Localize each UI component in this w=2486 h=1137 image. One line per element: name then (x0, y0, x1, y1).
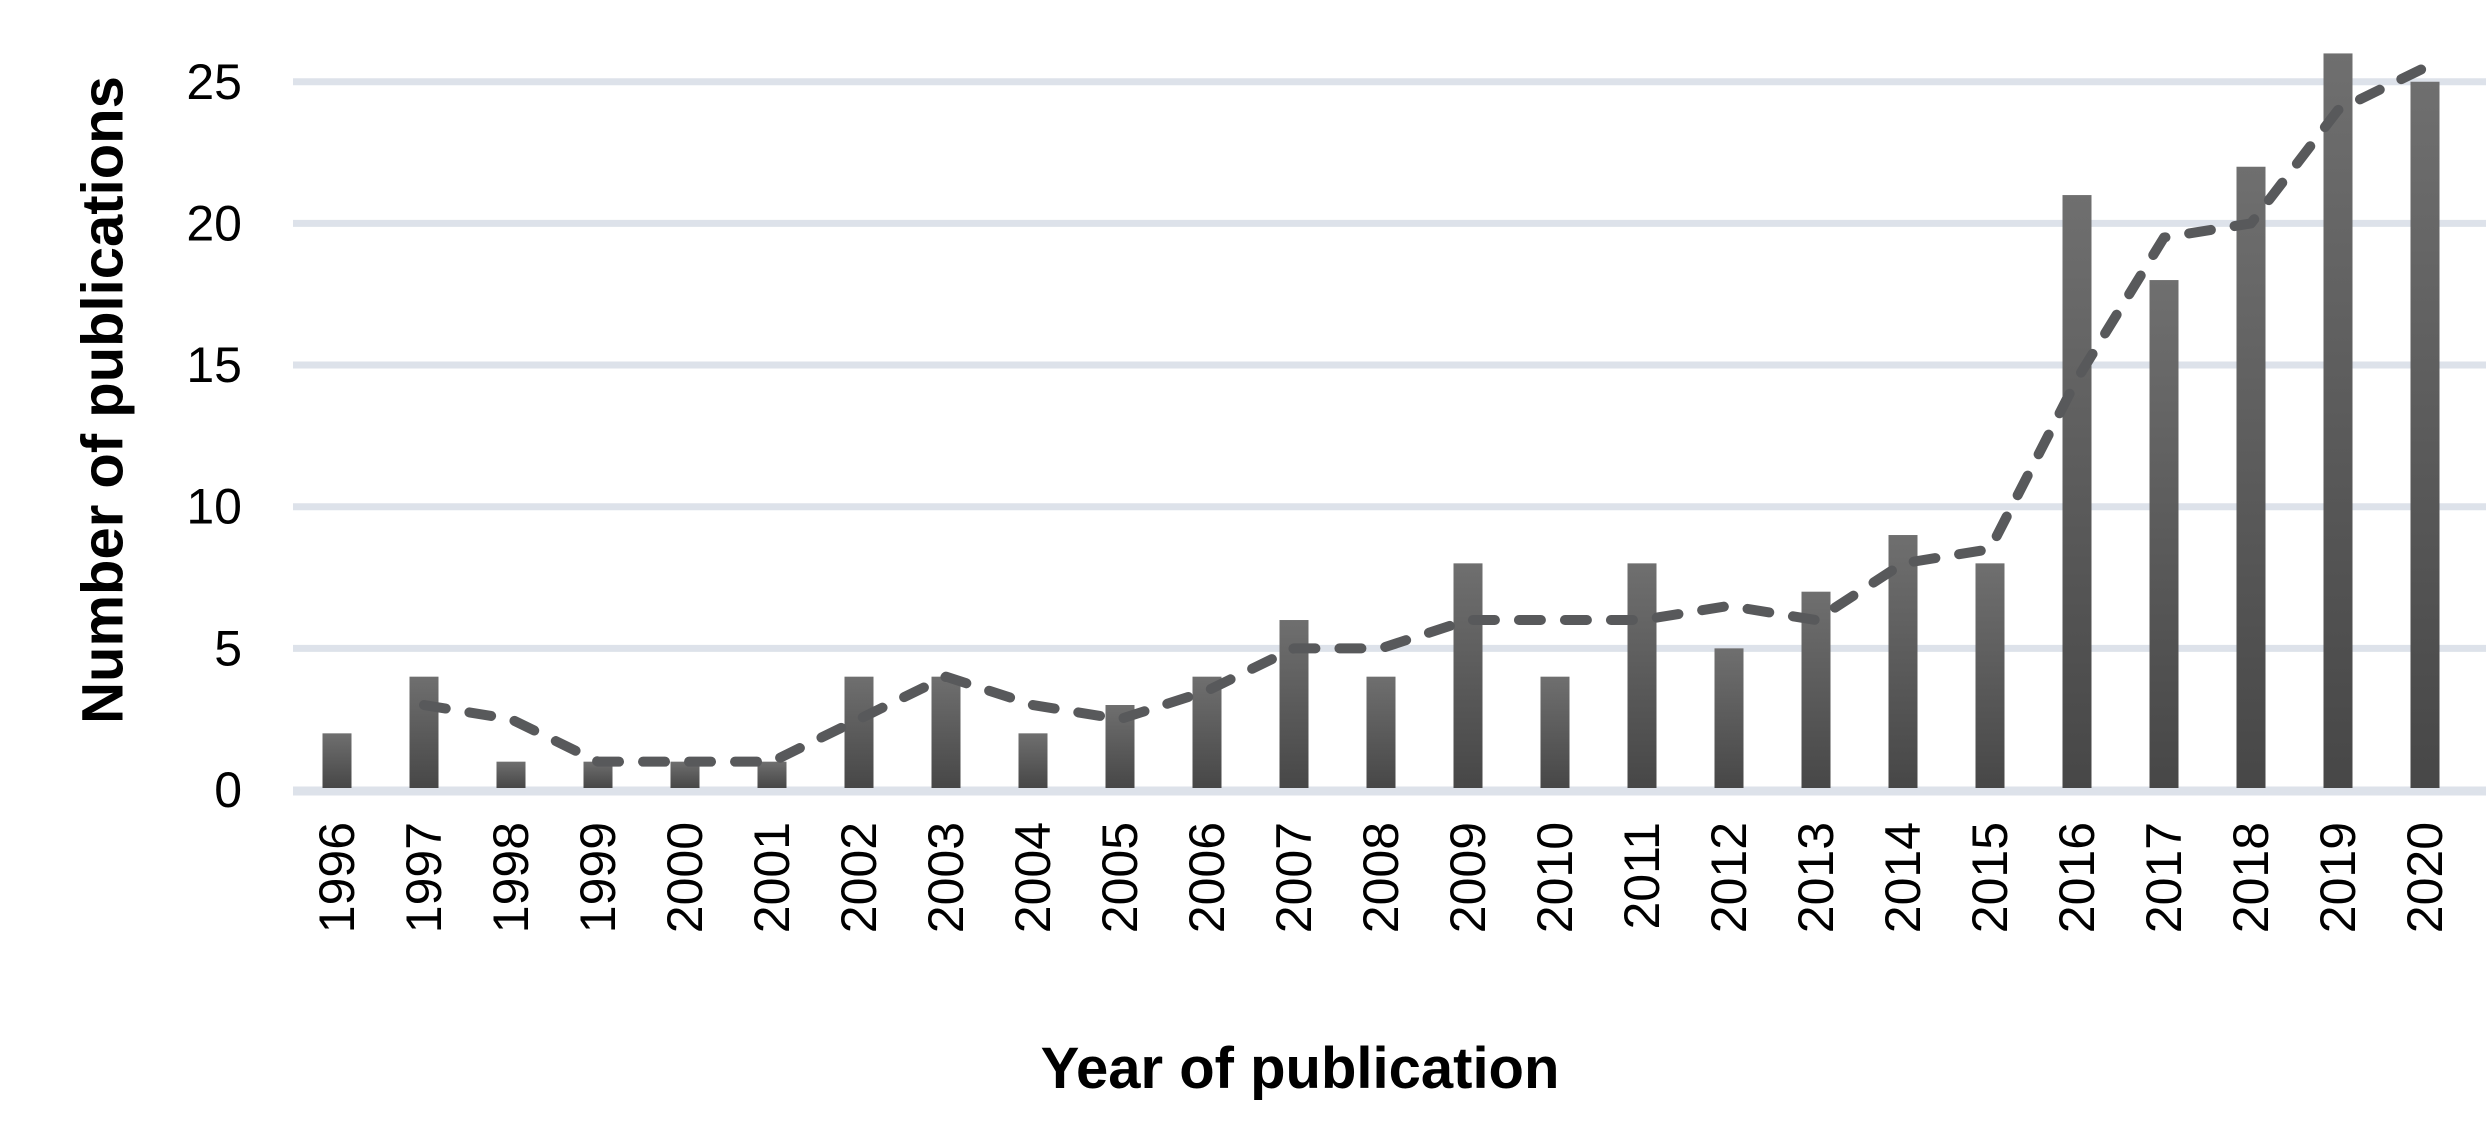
x-tick-label-1996: 1996 (309, 822, 365, 933)
x-tick-label-1998: 1998 (483, 822, 539, 933)
bar-2003 (931, 676, 961, 788)
x-tick-label-2013: 2013 (1788, 822, 1844, 933)
bar-2008 (1366, 676, 1396, 788)
bar-2010 (1540, 676, 1570, 788)
bar-1997 (409, 676, 439, 788)
bar-2019 (2323, 53, 2353, 789)
bar-1996 (322, 733, 352, 788)
x-tick-label-2002: 2002 (831, 822, 887, 933)
x-tick-label-2018: 2018 (2223, 822, 2279, 933)
bar-2011 (1627, 563, 1657, 788)
x-tick-label-1999: 1999 (570, 822, 626, 933)
y-tick-label-20: 20 (186, 195, 242, 251)
y-tick-label-15: 15 (186, 337, 242, 393)
x-tick-label-2001: 2001 (744, 822, 800, 933)
x-tick-label-2020: 2020 (2397, 822, 2453, 933)
x-tick-label-2012: 2012 (1701, 822, 1757, 933)
x-tick-label-2015: 2015 (1962, 822, 2018, 933)
x-tick-label-2005: 2005 (1092, 822, 1148, 933)
x-tick-label-2019: 2019 (2310, 822, 2366, 933)
bar-2016 (2062, 195, 2092, 788)
bar-1998 (496, 761, 526, 788)
y-tick-label-0: 0 (214, 762, 242, 818)
bar-2002 (844, 676, 874, 788)
x-tick-label-1997: 1997 (396, 822, 452, 933)
x-tick-label-2016: 2016 (2049, 822, 2105, 933)
bar-2014 (1888, 535, 1918, 788)
y-tick-label-10: 10 (186, 479, 242, 535)
bar-2017 (2149, 280, 2179, 788)
x-tick-label-2007: 2007 (1266, 822, 1322, 933)
y-tick-label-5: 5 (214, 620, 242, 676)
x-tick-label-2000: 2000 (657, 822, 713, 933)
y-axis-title: Number of publications (71, 76, 136, 724)
bar-2006 (1192, 676, 1222, 788)
x-tick-label-2009: 2009 (1440, 822, 1496, 933)
bar-2001 (757, 761, 787, 788)
x-tick-label-2011: 2011 (1614, 822, 1670, 930)
bar-2004 (1018, 733, 1048, 788)
x-tick-label-2006: 2006 (1179, 822, 1235, 933)
x-tick-label-2004: 2004 (1005, 822, 1061, 933)
bar-2020 (2410, 81, 2440, 788)
bar-2015 (1975, 563, 2005, 788)
bar-2012 (1714, 648, 1744, 788)
trendline (419, 62, 2430, 767)
x-tick-label-2008: 2008 (1353, 822, 1409, 933)
x-tick-label-2017: 2017 (2136, 822, 2192, 933)
bar-2018 (2236, 166, 2266, 789)
x-tick-label-2014: 2014 (1875, 822, 1931, 933)
bar-2009 (1453, 563, 1483, 788)
x-tick-label-2010: 2010 (1527, 822, 1583, 933)
y-tick-label-25: 25 (186, 54, 242, 110)
x-tick-label-2003: 2003 (918, 822, 974, 933)
x-axis-title: Year of publication (1041, 1036, 1560, 1101)
